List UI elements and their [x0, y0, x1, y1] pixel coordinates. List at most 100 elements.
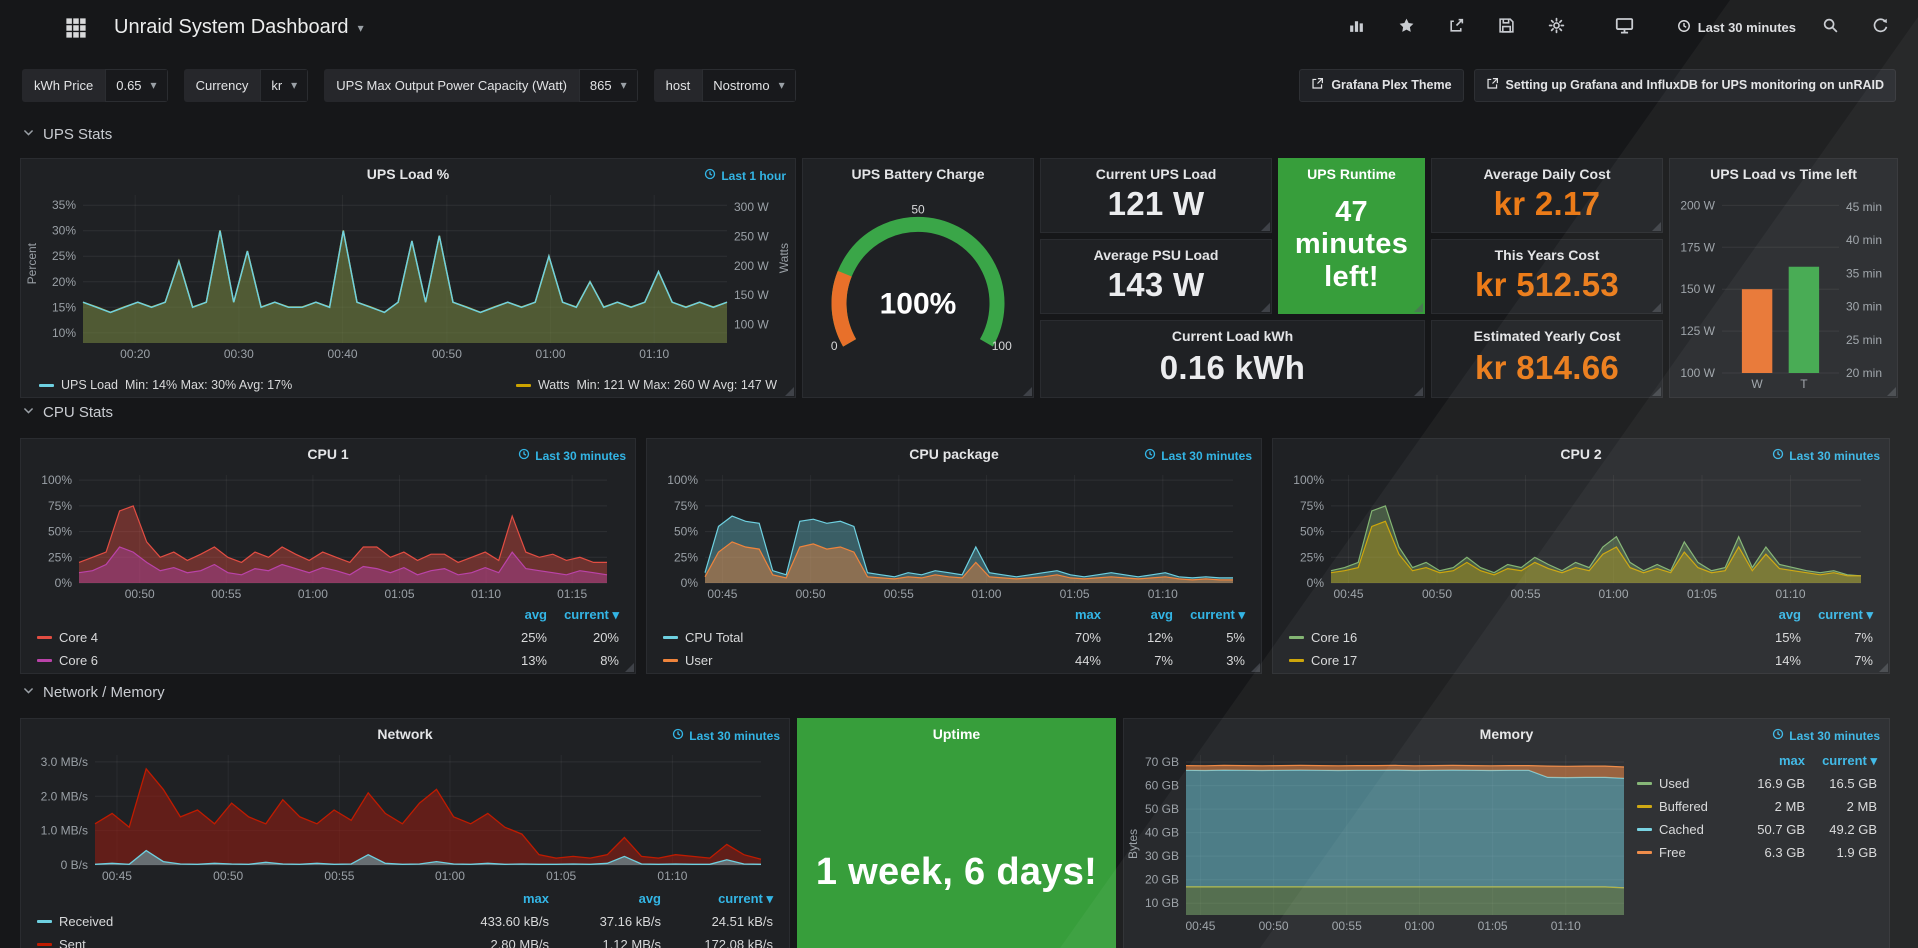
svg-text:00:55: 00:55: [324, 869, 354, 883]
panel-resize-handle[interactable]: [785, 387, 794, 396]
legend-sort-header[interactable]: current ▾: [564, 606, 619, 622]
star-button[interactable]: [1383, 11, 1431, 45]
load-vs-time-bar-chart[interactable]: 100 W 125 W 150 W 175 W 200 W 20 min 25 min 30 …: [1676, 185, 1891, 391]
variable-value-dropdown[interactable]: kr ▾: [260, 68, 309, 102]
panel-title[interactable]: Current UPS Load: [1095, 166, 1217, 182]
panel-title[interactable]: UPS Load %: [366, 166, 450, 182]
dashboard-title-dropdown[interactable]: Unraid System Dashboard ▾: [114, 16, 364, 39]
search-time-button[interactable]: [1806, 11, 1854, 45]
svg-text:00:30: 00:30: [224, 347, 254, 361]
legend-series-name[interactable]: Buffered: [1637, 799, 1733, 814]
variable-kwh-price: kWh Price 0.65 ▾: [22, 68, 168, 102]
svg-text:01:15: 01:15: [557, 587, 587, 601]
svg-text:00:50: 00:50: [1422, 587, 1452, 601]
svg-text:25%: 25%: [52, 249, 76, 263]
cpu2-chart[interactable]: 00:45 00:50 00:55 01:00 01:05 01:10 0% 25% 50% 75…: [1287, 465, 1875, 601]
legend-series-name[interactable]: Core 6: [37, 653, 475, 668]
cpu1-chart[interactable]: 00:50 00:55 01:00 01:05 01:10 01:15 0% 25% 50% 75…: [35, 465, 621, 601]
panel-title[interactable]: Average PSU Load: [1093, 247, 1219, 263]
legend-sort-header[interactable]: avg: [1150, 607, 1173, 622]
legend-sort-header[interactable]: current ▾: [1822, 752, 1877, 768]
cpu1-legend: avg current ▾ Core 4 25% 20% Core 6 13% 8%: [37, 603, 619, 672]
legend-sort-header[interactable]: max: [1074, 607, 1101, 622]
legend-series-name[interactable]: CPU Total: [663, 630, 1029, 645]
chevron-down-icon: [22, 404, 35, 421]
panel-estimated-yearly-cost: Estimated Yearly Cost kr 814.66: [1431, 320, 1663, 398]
legend-series-name[interactable]: Core 17: [1289, 653, 1729, 668]
row-header-network-memory[interactable]: Network / Memory: [22, 684, 165, 701]
legend-series-name[interactable]: Cached: [1637, 822, 1733, 837]
variable-value-dropdown[interactable]: 865 ▾: [578, 68, 638, 102]
legend-sort-header[interactable]: current ▾: [1190, 606, 1245, 622]
panel-resize-handle[interactable]: [1652, 387, 1661, 396]
network-chart[interactable]: 00:45 00:50 00:55 01:00 01:05 01:10 0 B/s 1.0 M…: [35, 745, 775, 883]
legend-sort-header[interactable]: max: [1778, 753, 1805, 768]
memory-chart[interactable]: 00:45 00:50 00:55 01:00 01:05 01:10 10 GB 20 GB…: [1138, 745, 1638, 933]
panel-resize-handle[interactable]: [1251, 663, 1260, 672]
stat-value: 0.16 kWh: [1159, 348, 1306, 386]
panel-resize-handle[interactable]: [1023, 387, 1032, 396]
legend-value: 44%: [1074, 653, 1101, 668]
legend-series-name[interactable]: Free: [1637, 845, 1733, 860]
main-menu-grid-icon[interactable]: [52, 11, 100, 45]
refresh-button[interactable]: [1856, 11, 1904, 45]
legend-item-ups-load[interactable]: UPS Load Min: 14% Max: 30% Avg: 17%: [39, 378, 292, 392]
legend-series-name[interactable]: Received: [37, 914, 437, 929]
panel-resize-handle[interactable]: [625, 663, 634, 672]
cpu-package-chart[interactable]: 00:45 00:50 00:55 01:00 01:05 01:10 0% 25% 50% 75…: [661, 465, 1247, 601]
legend-header-row: max avg current ▾: [663, 603, 1245, 626]
legend-series-name[interactable]: Sent: [37, 937, 437, 948]
panel-resize-handle[interactable]: [1652, 222, 1661, 231]
legend-header-row: max avg current ▾: [37, 887, 773, 910]
legend-series-name[interactable]: User: [663, 653, 1029, 668]
panel-title[interactable]: Uptime: [932, 726, 981, 742]
panel-resize-handle[interactable]: [1261, 222, 1270, 231]
panel-title[interactable]: Current Load kWh: [1171, 328, 1294, 344]
link-grafana-influxdb-guide[interactable]: Setting up Grafana and InfluxDB for UPS …: [1473, 68, 1896, 102]
panel-resize-handle[interactable]: [1887, 387, 1896, 396]
variable-ups-max-output: UPS Max Output Power Capacity (Watt) 865…: [324, 68, 638, 102]
panel-resize-handle[interactable]: [1414, 387, 1423, 396]
panel-title[interactable]: Average Daily Cost: [1483, 166, 1611, 182]
panel-title[interactable]: Memory: [1479, 726, 1534, 742]
panel-title[interactable]: CPU package: [909, 446, 999, 462]
kiosk-mode-button[interactable]: [1601, 11, 1649, 45]
legend-item-watts[interactable]: Watts Min: 121 W Max: 260 W Avg: 147 W: [515, 378, 777, 392]
legend-series-name[interactable]: Core 16: [1289, 630, 1729, 645]
svg-text:01:10: 01:10: [1775, 587, 1805, 601]
svg-text:10 GB: 10 GB: [1145, 896, 1179, 910]
panel-title[interactable]: This Years Cost: [1494, 247, 1600, 263]
share-button[interactable]: [1433, 11, 1481, 45]
legend-sort-header[interactable]: avg: [524, 607, 547, 622]
time-range-picker[interactable]: Last 30 minutes: [1669, 11, 1804, 45]
panel-title[interactable]: CPU 2: [1560, 446, 1602, 462]
panel-resize-handle[interactable]: [1879, 663, 1888, 672]
legend-series-name[interactable]: Core 4: [37, 630, 475, 645]
ups-load-chart[interactable]: 00:20 00:30 00:40 00:50 01:00 01:10 10% 15% 20% 2…: [39, 185, 777, 361]
panel-resize-handle[interactable]: [1652, 303, 1661, 312]
legend-sort-header[interactable]: max: [522, 891, 549, 906]
panel-title[interactable]: Network: [377, 726, 433, 742]
add-panel-button[interactable]: [1333, 11, 1381, 45]
save-button[interactable]: [1483, 11, 1531, 45]
link-grafana-plex-theme[interactable]: Grafana Plex Theme: [1299, 68, 1464, 102]
panel-resize-handle[interactable]: [1261, 303, 1270, 312]
variable-value-dropdown[interactable]: Nostromo ▾: [702, 68, 796, 102]
legend-sort-header[interactable]: current ▾: [1818, 606, 1873, 622]
row-header-cpu-stats[interactable]: CPU Stats: [22, 404, 113, 421]
panel-resize-handle[interactable]: [1414, 303, 1423, 312]
legend-sort-header[interactable]: avg: [1778, 607, 1801, 622]
legend-sort-header[interactable]: current ▾: [718, 890, 773, 906]
battery-gauge[interactable]: 0 50 100 100%: [811, 185, 1025, 389]
panel-title[interactable]: CPU 1: [307, 446, 349, 462]
variable-value-dropdown[interactable]: 0.65 ▾: [105, 68, 168, 102]
panel-title[interactable]: UPS Battery Charge: [851, 166, 985, 182]
panel-title[interactable]: UPS Runtime: [1307, 166, 1396, 182]
panel-title[interactable]: UPS Load vs Time left: [1710, 166, 1857, 182]
legend-sort-header[interactable]: avg: [638, 891, 661, 906]
settings-button[interactable]: [1533, 11, 1581, 45]
legend-series-name[interactable]: Used: [1637, 776, 1733, 791]
row-header-ups-stats[interactable]: UPS Stats: [22, 126, 112, 143]
panel-title[interactable]: Estimated Yearly Cost: [1473, 328, 1621, 344]
legend-header-row: avg current ▾: [1289, 603, 1873, 626]
